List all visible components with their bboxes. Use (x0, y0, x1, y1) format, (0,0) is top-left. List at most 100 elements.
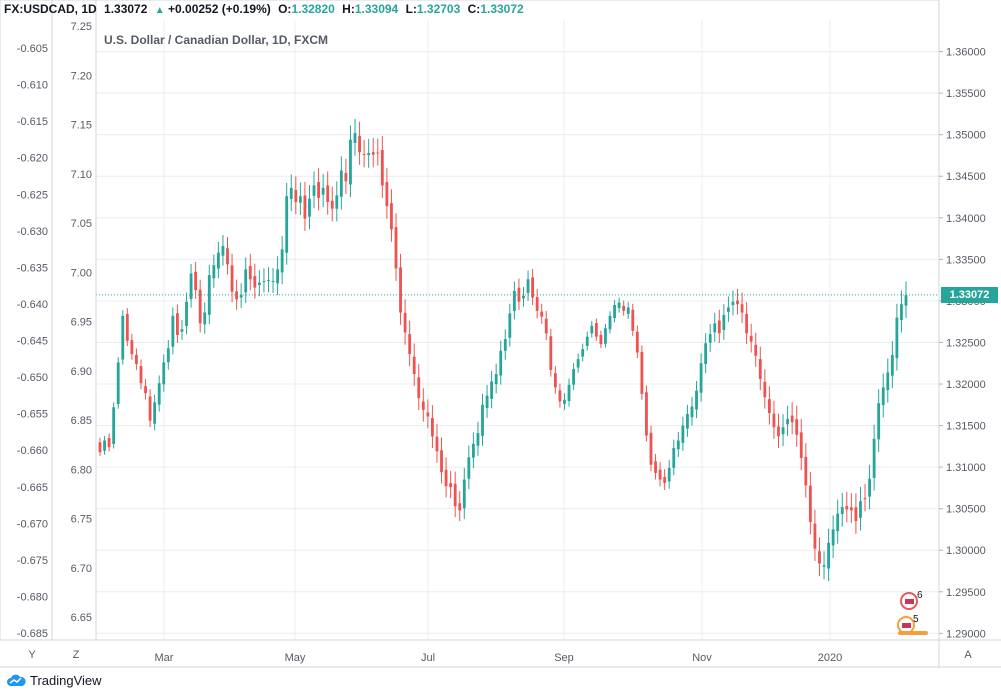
candle (886, 358, 890, 403)
event-count-a: 6 (917, 590, 923, 601)
candle-body (872, 438, 876, 478)
candle (176, 304, 179, 343)
candle-body (107, 438, 111, 448)
candle (285, 182, 289, 265)
left-outer-tick-label: -0.680 (17, 591, 48, 603)
candle (594, 318, 598, 341)
candle (690, 397, 694, 426)
candle-body (130, 340, 134, 355)
candle-body (717, 320, 721, 334)
candle (212, 254, 216, 288)
candle (239, 283, 243, 309)
candle (330, 186, 334, 222)
candle (745, 302, 749, 345)
right-axis-tick-label: 1.30500 (946, 504, 986, 516)
candle (162, 354, 166, 392)
left-inner-tick-label: 7.05 (71, 218, 92, 230)
candle (298, 182, 302, 215)
candle (813, 509, 817, 562)
candle (808, 471, 812, 535)
candle (353, 118, 357, 156)
tradingview-label: TradingView (30, 673, 102, 688)
candle-body (558, 390, 562, 402)
candle-body (754, 344, 758, 356)
candle-body (148, 396, 152, 421)
candle (98, 438, 102, 456)
candle-body (180, 329, 184, 332)
candle (576, 353, 580, 373)
candle-body (594, 323, 598, 337)
event-flag-us-icon[interactable] (900, 592, 918, 610)
candlestick-chart[interactable]: 1.36000 1.35500 1.35000 1.34500 1.34000 1.335… (0, 0, 1001, 668)
candle-body (467, 457, 471, 479)
candle (335, 181, 339, 222)
candle (230, 253, 234, 303)
candle-body (622, 305, 626, 311)
candle (890, 341, 894, 389)
candle (135, 348, 138, 370)
candle (900, 290, 903, 333)
candle (462, 467, 466, 519)
right-axis-tick-label: 1.34500 (946, 171, 986, 183)
candle-body (353, 133, 357, 143)
candle (645, 385, 648, 442)
close-label: C: (467, 2, 481, 16)
y-axis-button[interactable]: Y (25, 648, 39, 662)
candle-body (471, 443, 475, 458)
candle-body (403, 312, 407, 333)
last-price: 1.33072 (104, 2, 148, 16)
candle-body (330, 200, 334, 209)
candle-body (877, 403, 881, 440)
candle-body (531, 277, 535, 298)
event-count-b: 5 (913, 614, 919, 625)
candle (777, 413, 780, 449)
left-outer-tick-label: -0.640 (17, 299, 48, 311)
candle (467, 445, 471, 490)
z-axis-button[interactable]: Z (69, 648, 83, 662)
candle (672, 439, 676, 476)
symbol-label[interactable]: FX:USDCAD, 1D (4, 2, 97, 16)
candle-body (421, 401, 425, 410)
candle-body (818, 551, 821, 564)
left-outer-tick-label: -0.675 (17, 555, 48, 567)
candle-body (676, 440, 680, 450)
y-axis-button-label: Y (28, 649, 36, 661)
candle (749, 323, 753, 353)
candle-body (658, 469, 662, 480)
candle (235, 279, 239, 310)
symbol-header: FX:USDCAD, 1D 1.33072 ▲ +0.00252 (+0.19%… (4, 2, 524, 16)
candle-body (581, 349, 585, 357)
x-axis-tick-label: 2020 (818, 652, 842, 664)
candle-body (799, 432, 803, 458)
candle (403, 299, 407, 345)
auto-scale-button[interactable]: A (961, 648, 975, 662)
candle-body (98, 442, 102, 453)
candle-body (440, 450, 443, 473)
candle (767, 386, 771, 425)
candle (604, 324, 607, 348)
left-outer-tick-label: -0.670 (17, 518, 48, 530)
candle-body (836, 513, 840, 532)
candle (221, 234, 225, 266)
left-inner-tick-label: 7.25 (71, 21, 92, 33)
candle-body (371, 152, 375, 155)
candle (148, 389, 152, 428)
candle (280, 236, 284, 285)
candle (849, 493, 853, 524)
candle (631, 303, 635, 337)
candle-body (822, 565, 826, 567)
candle (267, 267, 270, 293)
candle (444, 457, 448, 498)
x-axis-tick-label: Nov (692, 652, 712, 664)
candle-body (535, 296, 539, 311)
candle (458, 491, 462, 522)
tradingview-logo[interactable]: TradingView (6, 673, 102, 688)
left-inner-tick-label: 6.85 (71, 415, 92, 427)
candle-body (849, 507, 853, 511)
candle-body (171, 315, 175, 347)
candle (344, 158, 348, 194)
candle (144, 379, 147, 400)
left-inner-tick-label: 6.70 (71, 563, 92, 575)
candle (380, 136, 384, 198)
